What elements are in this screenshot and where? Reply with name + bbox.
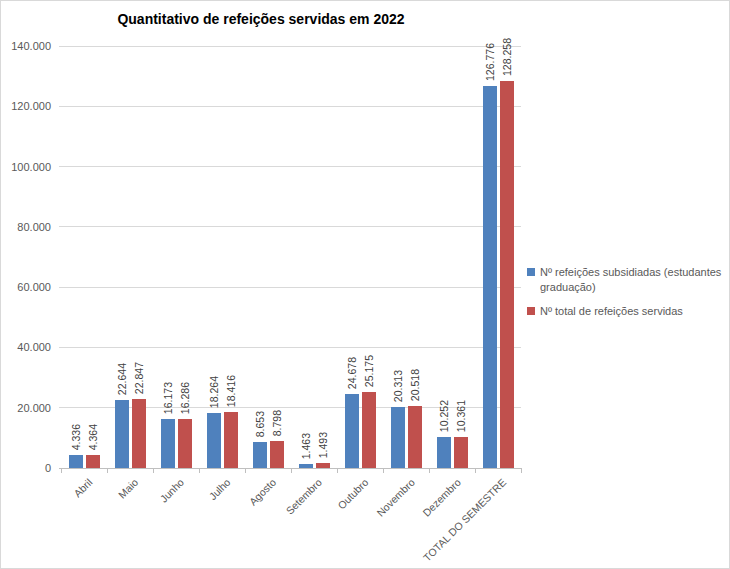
x-axis-category-label: Dezembro [420,476,463,519]
x-axis-category-label: Setembro [284,476,325,517]
bar-value-label: 1.463 [300,433,312,459]
bar-value-label: 1.493 [317,432,329,458]
y-axis-tick-label: 140.000 [1,39,51,53]
x-axis-tick [245,468,246,473]
bar-series-2 [362,392,376,468]
bar-series-2 [316,463,330,468]
x-axis-line [59,468,521,469]
legend: Nº refeições subsidiadas (estudantes gra… [527,265,725,328]
y-axis-tick-label: 0 [1,461,51,475]
bar-value-label: 24.678 [346,357,358,389]
gridline [59,106,521,107]
x-axis-tick [61,468,62,473]
bar-series-2 [86,455,100,468]
x-axis-category-label: Outubro [335,476,370,511]
bar-value-label: 8.653 [254,411,266,437]
bar-series-1 [207,413,221,468]
legend-marker-icon [527,268,535,276]
gridline [59,287,521,288]
bar-value-label: 10.252 [438,400,450,432]
x-axis-category-label: Junho [158,476,187,505]
x-axis-tick [429,468,430,473]
y-axis-tick-label: 100.000 [1,160,51,174]
gridline [59,226,521,227]
x-axis-tick [107,468,108,473]
bar-value-label: 4.364 [87,424,99,450]
y-axis-tick-label: 80.000 [1,220,51,234]
legend-item-series-1: Nº refeições subsidiadas (estudantes gra… [527,265,725,295]
bar-value-label: 10.361 [455,400,467,432]
x-axis-tick [475,468,476,473]
bar-series-2 [132,399,146,468]
y-axis-tick-label: 40.000 [1,340,51,354]
gridline [59,46,521,47]
x-axis-category-label: Abril [71,476,94,499]
bar-series-1 [115,400,129,468]
x-axis-tick [291,468,292,473]
x-axis-category-label: Maio [116,476,141,501]
y-axis-tick-label: 20.000 [1,401,51,415]
bar-value-label: 18.416 [225,375,237,407]
bar-value-label: 22.847 [133,362,145,394]
x-axis-tick [521,468,522,473]
bar-value-label: 126.776 [484,43,496,81]
bar-series-1 [391,407,405,468]
bar-series-1 [345,394,359,468]
x-axis-tick [337,468,338,473]
bar-series-2 [500,81,514,468]
bar-series-1 [253,442,267,468]
x-axis-category-label: TOTAL DO SEMESTRE [421,476,509,564]
legend-marker-icon [527,307,535,315]
bar-value-label: 22.644 [116,363,128,395]
bar-series-2 [178,419,192,468]
bar-value-label: 16.173 [162,382,174,414]
legend-item-series-2: Nº total de refeições servidas [527,304,725,319]
bar-value-label: 16.286 [179,382,191,414]
x-axis-tick [199,468,200,473]
bar-series-1 [437,437,451,468]
x-axis-category-label: Agosto [247,476,279,508]
bar-series-1 [483,86,497,468]
x-axis-category-label: Julho [206,476,232,502]
bar-value-label: 18.264 [208,376,220,408]
bar-series-2 [454,437,468,468]
bar-value-label: 8.798 [271,410,283,436]
bar-series-2 [224,412,238,468]
bar-series-1 [299,464,313,468]
legend-label: Nº refeições subsidiadas (estudantes gra… [540,265,725,295]
bar-value-label: 25.175 [363,355,375,387]
y-axis-tick-label: 120.000 [1,99,51,113]
bar-series-1 [69,455,83,468]
gridline [59,347,521,348]
bar-series-2 [270,441,284,468]
bar-value-label: 4.336 [70,424,82,450]
bar-value-label: 128.258 [501,38,513,76]
legend-label: Nº total de refeições servidas [540,304,683,319]
bar-series-2 [408,406,422,468]
chart-container: Quantitativo de refeições servidas em 20… [0,0,730,569]
bar-value-label: 20.518 [409,369,421,401]
y-axis-tick-label: 60.000 [1,280,51,294]
x-axis-tick [383,468,384,473]
bar-value-label: 20.313 [392,370,404,402]
x-axis-category-label: Novembro [374,476,417,519]
x-axis-tick [153,468,154,473]
bar-series-1 [161,419,175,468]
gridline [59,166,521,167]
